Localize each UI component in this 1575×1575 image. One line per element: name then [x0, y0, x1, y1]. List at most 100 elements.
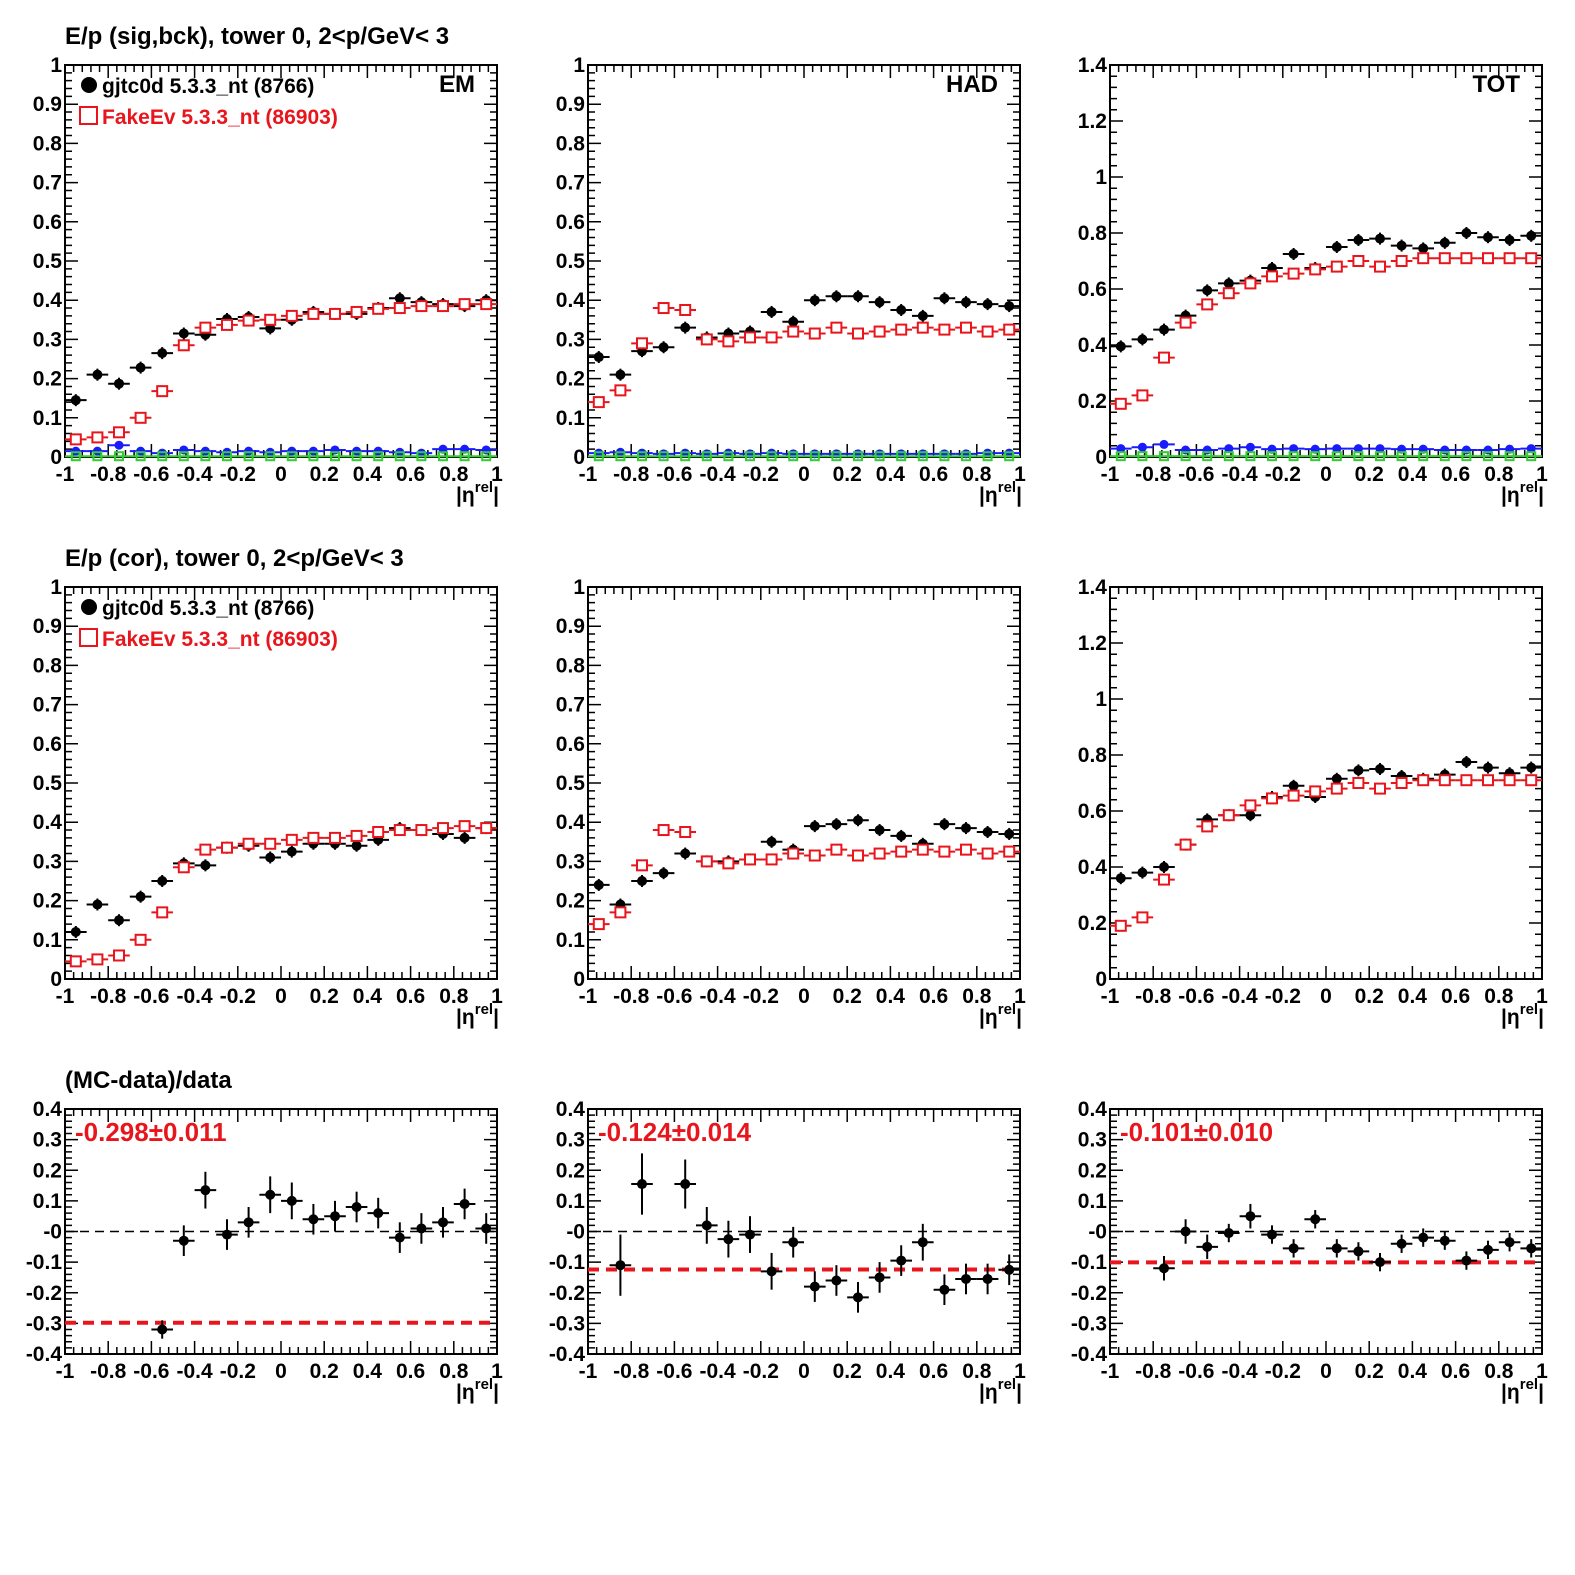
mc-point: [91, 431, 104, 444]
data-point: [853, 815, 863, 826]
mc-point: [285, 309, 298, 322]
axis-ticks: [64, 586, 498, 980]
x-tick-label: -0.8: [90, 1360, 127, 1383]
mc-point: [1136, 389, 1149, 402]
mc-point: [437, 822, 449, 835]
x-tick-label: 0.6: [919, 985, 948, 1008]
mc-point: [458, 820, 471, 833]
data-point: [593, 879, 604, 890]
data-point: [1483, 232, 1493, 243]
x-axis-label: |ηrel|: [1501, 1376, 1544, 1404]
legend-mc-label: FakeEv 5.3.3_nt (86903): [102, 628, 338, 651]
ratio-point: [788, 1237, 799, 1248]
y-tick-label: 0.6: [33, 733, 62, 756]
x-tick-label: -0.4: [700, 463, 737, 486]
bck-data-point: [244, 446, 254, 456]
ratio-point: [178, 1235, 189, 1246]
mc-point: [614, 906, 627, 919]
bck-mc-point: [1115, 451, 1126, 462]
bck-mc-point: [330, 451, 340, 462]
x-tick-label: 0.4: [876, 985, 906, 1008]
y-tick-label: 1.4: [1078, 54, 1108, 77]
bck-mc-point: [1202, 451, 1213, 462]
y-tick-label: 1.2: [1078, 632, 1107, 655]
x-tick-label: 0.4: [353, 463, 383, 486]
mc-point: [1503, 774, 1516, 787]
mc-point: [981, 325, 994, 338]
mc-point: [895, 845, 908, 858]
y-tick-label: -0.2: [549, 1282, 585, 1305]
ratio-point: [1004, 1264, 1015, 1275]
y-tick-label: 0: [50, 446, 62, 469]
panel-ratio-tot: -1 -0.8 -0.6 -0.4 -0.2 0 0.2 0.4 0.6 0.8 1 -0.4 -0.3…: [1071, 1098, 1548, 1404]
mc-point: [134, 411, 147, 424]
x-axis-label: |ηrel|: [456, 1001, 499, 1029]
x-axis-label: |ηrel|: [456, 479, 499, 507]
ratio-point: [243, 1217, 254, 1228]
x-tick-label: -0.2: [743, 463, 779, 486]
mc-point: [592, 918, 605, 931]
legend-mc-label: FakeEv 5.3.3_nt (86903): [102, 106, 338, 129]
mc-point: [787, 325, 800, 338]
data-point: [831, 819, 842, 830]
row1-title: E/p (sig,bck), tower 0, 2<p/GeV< 3: [65, 23, 449, 50]
legend: gjtc0d 5.3.3_nt (8766) FakeEv 5.3.3_nt (8…: [79, 597, 338, 651]
ratio-point: [1180, 1226, 1191, 1237]
ratio-point: [286, 1195, 297, 1206]
ratio-point: [1310, 1214, 1321, 1225]
x-tick-label: 0.8: [439, 463, 469, 486]
mc-point: [722, 857, 735, 870]
data-point: [394, 293, 405, 304]
x-tick-label: 0.2: [1355, 463, 1384, 486]
mc-point: [69, 433, 82, 446]
mc-point: [830, 321, 843, 334]
data-point: [1353, 765, 1364, 776]
mc-point: [177, 861, 190, 874]
x-axis-label: |ηrel|: [979, 479, 1022, 507]
data-point: [1461, 757, 1472, 767]
ratio-point: [961, 1273, 971, 1284]
bck-mc-point: [939, 451, 950, 462]
data-point: [961, 823, 971, 834]
bck-data-point: [1116, 444, 1126, 454]
x-tick-label: 1: [1536, 463, 1548, 486]
bck-mc-point: [853, 451, 863, 462]
data-point: [1375, 764, 1385, 774]
data-point: [178, 328, 189, 339]
y-tick-label: -0.3: [549, 1312, 585, 1335]
data-point: [1439, 237, 1450, 248]
x-tick-label: -0.8: [613, 463, 650, 486]
x-axis-label: |ηrel|: [979, 1001, 1022, 1029]
mc-point: [1417, 252, 1430, 265]
x-tick-label: 0.2: [310, 1360, 339, 1383]
bck-mc-point: [243, 451, 254, 462]
ratio-point: [1202, 1241, 1213, 1252]
x-tick-label: 1: [1536, 985, 1548, 1008]
y-tick-label: 1: [573, 576, 585, 599]
x-tick-label: 0: [1320, 463, 1332, 486]
panel-ratio-had: -1 -0.8 -0.6 -0.4 -0.2 0 0.2 0.4 0.6 0.8 1 -0.4 -0.3…: [549, 1098, 1026, 1404]
data-point: [459, 832, 470, 843]
y-tick-label: 0: [1095, 968, 1107, 991]
data-point: [1418, 243, 1429, 254]
bck-mc-point: [917, 451, 928, 462]
bck-mc-point: [1288, 451, 1299, 462]
fit-label: -0.101±0.010: [1120, 1117, 1273, 1147]
bck-data-point: [308, 446, 318, 456]
bck-mc-point: [222, 451, 232, 462]
y-tick-label: 0.8: [33, 132, 63, 155]
x-tick-label: 0.2: [1355, 1360, 1384, 1383]
y-tick-label: 0.6: [556, 733, 585, 756]
bck-mc-point: [1245, 451, 1256, 462]
y-tick-label: 0.5: [556, 250, 586, 273]
bck-mc-point: [1461, 451, 1472, 462]
mc-point: [1330, 260, 1343, 273]
bck-mc-point: [831, 451, 842, 462]
x-tick-label: -0.4: [177, 1360, 214, 1383]
mc-point: [1309, 263, 1322, 276]
data-point: [831, 291, 842, 302]
x-tick-label: 0: [798, 1360, 810, 1383]
mc-point: [657, 824, 670, 837]
ratio-point: [745, 1229, 755, 1240]
y-tick-label: -0.1: [549, 1251, 586, 1274]
